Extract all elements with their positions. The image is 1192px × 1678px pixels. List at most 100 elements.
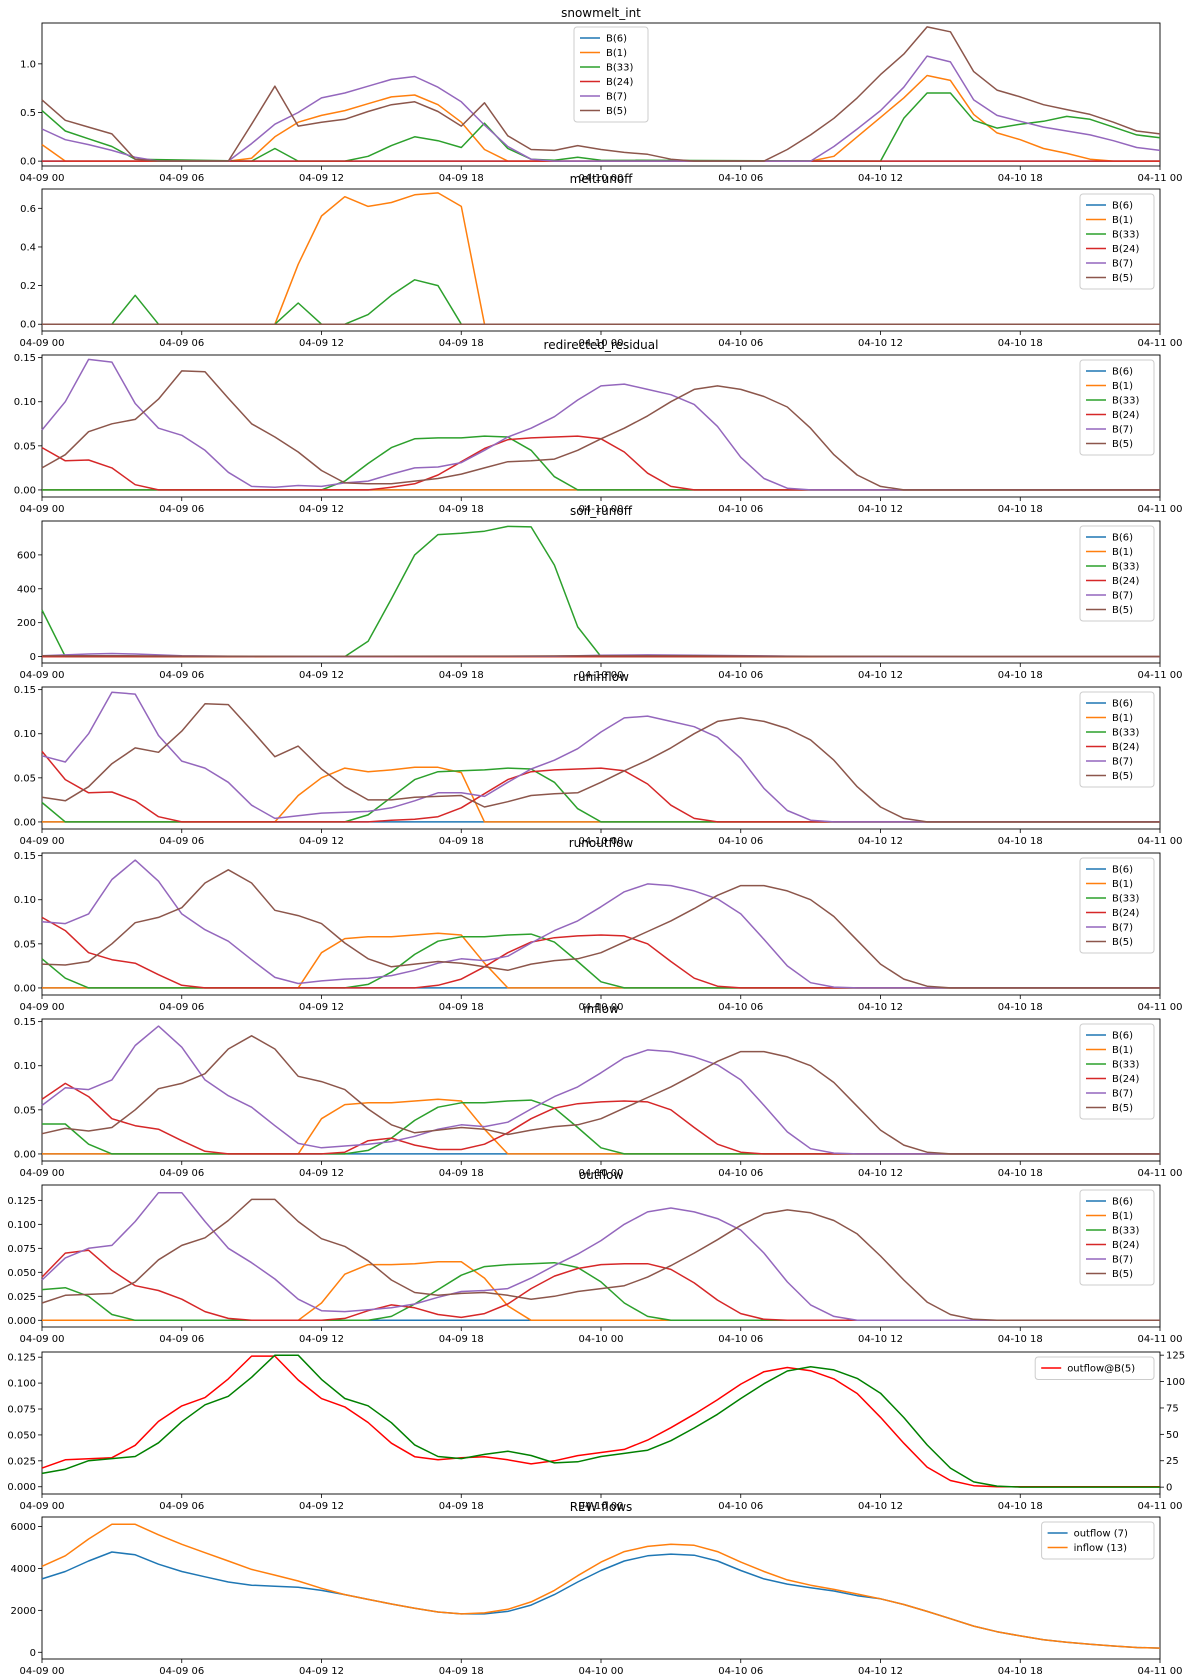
legend-entry: B(33) xyxy=(1112,562,1139,573)
y-tick-label: 0.0 xyxy=(20,320,36,331)
axes-frame xyxy=(41,1184,1161,1328)
x-tick-label: 04-10 18 xyxy=(998,1666,1043,1677)
y-tick-label: 0.100 xyxy=(7,1220,36,1231)
series-line-b-5 xyxy=(41,370,1160,491)
x-tick-label: 04-09 18 xyxy=(439,1168,484,1179)
y-tick-label: 0.00 xyxy=(14,983,36,994)
series-line-b-5 xyxy=(41,26,1161,162)
legend-box xyxy=(1041,1521,1155,1560)
legend-box xyxy=(1079,193,1155,290)
subplot-title: outflow xyxy=(579,1168,624,1182)
subplot-10: REW flows 04-09 00 04-09 06 04-09 12 04-09 1… xyxy=(11,1500,1183,1677)
legend: outflow@B(5) xyxy=(1034,1356,1155,1380)
y-tick-label: 0.2 xyxy=(20,281,36,292)
legend-entry: B(5) xyxy=(1112,1269,1133,1280)
y-tick-label: 6000 xyxy=(11,1522,36,1533)
y-tick-label: 0.05 xyxy=(14,1105,36,1116)
legend-entry: B(33) xyxy=(1112,1060,1139,1071)
legend-entry: B(33) xyxy=(1112,230,1139,241)
subplot-title: runinflow xyxy=(573,670,629,684)
y2-tick-label: 75 xyxy=(1166,1403,1179,1414)
axes-frame xyxy=(41,1018,1161,1162)
x-tick-label: 04-09 06 xyxy=(159,173,204,184)
x-tick-label: 04-09 06 xyxy=(159,670,204,681)
legend: B(6) B(1) B(33) B(24) B(7) B(5) xyxy=(1079,193,1155,290)
x-tick-label: 04-11 00 xyxy=(1138,1334,1183,1345)
axes-frame xyxy=(41,1516,1161,1660)
series-line-b-5 xyxy=(41,703,1160,823)
y-tick-label: 0.10 xyxy=(14,1061,36,1072)
x-tick-label: 04-10 12 xyxy=(858,1168,903,1179)
axes-frame xyxy=(41,852,1161,996)
legend-entry: B(7) xyxy=(1112,757,1133,768)
legend-entry: B(5) xyxy=(1112,273,1133,284)
subplot-6: runoutflow 04-09 00 04-09 06 04-09 12 04-09 … xyxy=(14,836,1183,1013)
x-tick-label: 04-10 12 xyxy=(858,1002,903,1013)
x-tick-label: 04-09 06 xyxy=(159,1002,204,1013)
legend-entry: B(1) xyxy=(1112,381,1133,392)
x-tick-label: 04-10 00 xyxy=(579,338,624,349)
x-tick-label: 04-10 18 xyxy=(998,1501,1043,1512)
series-line-b-7 xyxy=(41,1025,1160,1155)
subplot-2: meltrunoff 04-09 00 04-09 06 04-09 12 04-09 … xyxy=(20,172,1183,349)
legend-entry: B(7) xyxy=(1112,1089,1133,1100)
legend-entry: B(5) xyxy=(1112,771,1133,782)
legend-entry: B(5) xyxy=(1112,937,1133,948)
legend-box xyxy=(1079,1189,1155,1286)
y-tick-label: 0.05 xyxy=(14,441,36,452)
legend-entry: B(7) xyxy=(1112,923,1133,934)
x-tick-label: 04-10 12 xyxy=(858,1666,903,1677)
legend-entry: B(1) xyxy=(1112,1211,1133,1222)
legend-entry: B(24) xyxy=(1112,742,1139,753)
y-tick-label: 0.05 xyxy=(14,773,36,784)
y-tick-label: 0.6 xyxy=(20,204,36,215)
x-tick-label: 04-10 18 xyxy=(998,1002,1043,1013)
axes-frame xyxy=(41,520,1161,664)
subplot-3: redirected_residual 04-09 00 04-09 06 04-09… xyxy=(14,338,1183,515)
legend-entry: B(24) xyxy=(1112,908,1139,919)
series-line-outflow-7 xyxy=(41,1551,1161,1649)
legend-entry: B(1) xyxy=(1112,879,1133,890)
x-tick-label: 04-10 06 xyxy=(718,1666,763,1677)
y-tick-label: 0.025 xyxy=(7,1456,36,1467)
x-tick-label: 04-09 00 xyxy=(20,836,65,847)
legend: B(6) B(1) B(33) B(24) B(7) B(5) xyxy=(573,26,649,123)
y-tick-label: 0.15 xyxy=(14,851,36,862)
x-tick-label: 04-10 12 xyxy=(858,1501,903,1512)
y-tick-label: 1.0 xyxy=(20,59,36,70)
legend-entry: inflow (13) xyxy=(1074,1543,1128,1554)
legend-box xyxy=(1079,691,1155,788)
x-tick-label: 04-09 06 xyxy=(159,1334,204,1345)
legend: B(6) B(1) B(33) B(24) B(7) B(5) xyxy=(1079,525,1155,622)
y-tick-label: 0.100 xyxy=(7,1379,36,1390)
x-tick-label: 04-10 06 xyxy=(718,670,763,681)
series-line-b-5 xyxy=(41,869,1160,989)
subplot-7: inflow 04-09 00 04-09 06 04-09 12 04-09 18 04… xyxy=(14,1002,1183,1179)
y-tick-label: 0.15 xyxy=(14,1017,36,1028)
y-tick-label: 0.000 xyxy=(7,1316,36,1327)
y-tick-label: 400 xyxy=(17,584,36,595)
x-tick-label: 04-10 00 xyxy=(579,1002,624,1013)
legend-entry: outflow@B(5) xyxy=(1067,1364,1135,1375)
subplot-5: runinflow 04-09 00 04-09 06 04-09 12 04-09 1… xyxy=(14,670,1183,847)
x-tick-label: 04-09 18 xyxy=(439,1002,484,1013)
series-line-b-5 xyxy=(41,1035,1160,1155)
x-tick-label: 04-10 12 xyxy=(858,504,903,515)
series-line-b-24 xyxy=(41,1082,1160,1155)
y-tick-label: 0.025 xyxy=(7,1292,36,1303)
x-tick-label: 04-09 18 xyxy=(439,670,484,681)
y2-tick-label: 100 xyxy=(1166,1377,1185,1388)
x-tick-label: 04-11 00 xyxy=(1138,670,1183,681)
x-tick-label: 04-10 18 xyxy=(998,670,1043,681)
subplot-title: redirected_residual xyxy=(544,338,659,352)
x-tick-label: 04-11 00 xyxy=(1138,1002,1183,1013)
subplot-title: runoutflow xyxy=(569,836,634,850)
y-tick-label: 0.0 xyxy=(20,157,36,168)
x-tick-label: 04-11 00 xyxy=(1138,1666,1183,1677)
legend: B(6) B(1) B(33) B(24) B(7) B(5) xyxy=(1079,857,1155,954)
series-line-b-7 xyxy=(41,859,1160,989)
x-tick-label: 04-09 12 xyxy=(299,1168,344,1179)
series-line-b-33 xyxy=(41,1261,1160,1322)
x-tick-label: 04-11 00 xyxy=(1138,338,1183,349)
legend-entry: B(24) xyxy=(1112,244,1139,255)
